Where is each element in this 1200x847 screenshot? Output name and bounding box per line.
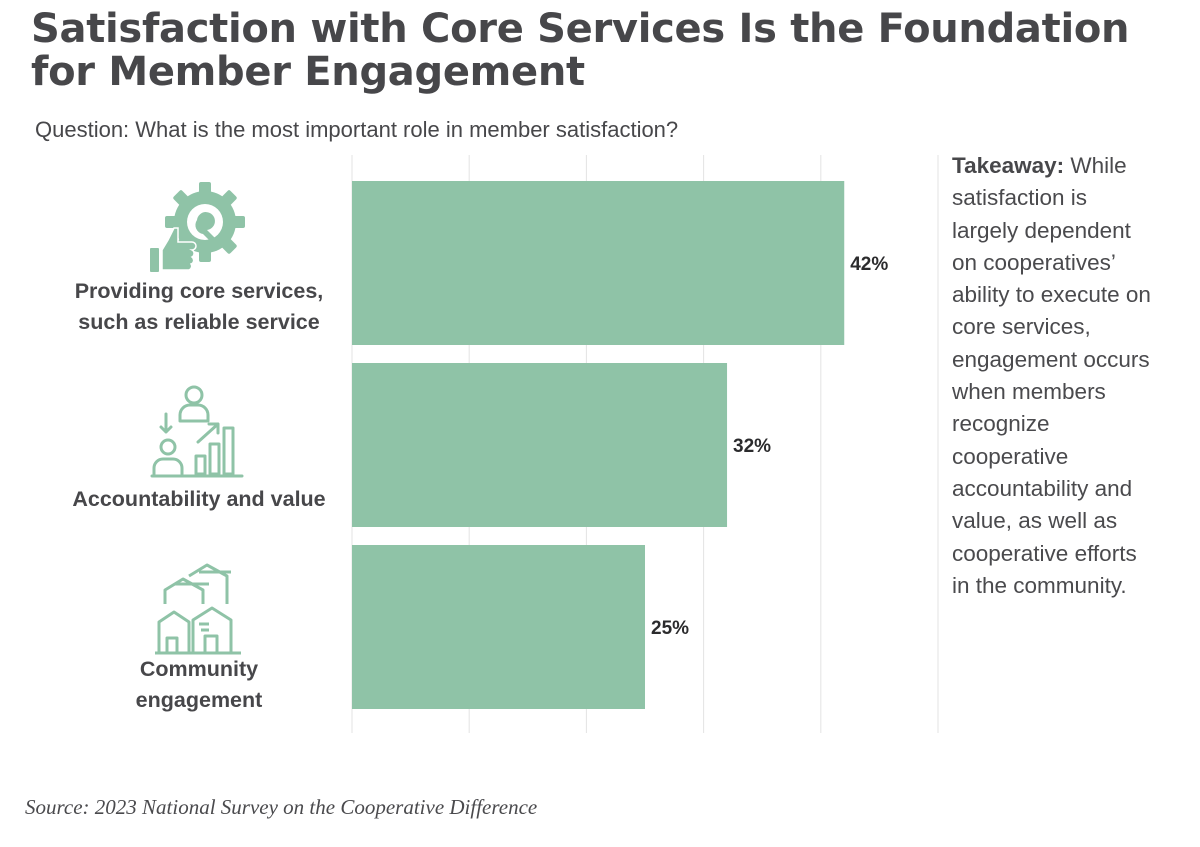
gear-thumbs-up-icon [150, 182, 245, 272]
houses-icon [155, 563, 241, 655]
bar [352, 363, 728, 527]
source-note: Source: 2023 National Survey on the Coop… [25, 795, 538, 819]
category-label-line: Community [139, 657, 259, 681]
bars [352, 181, 845, 709]
person-growth-chart-icon [150, 385, 244, 478]
chart-title: Satisfaction with Core Services Is the F… [31, 6, 1130, 95]
bar [352, 545, 645, 709]
data-label: 25% [651, 618, 689, 639]
takeaway-text: Takeaway: While satisfaction is largely … [952, 150, 1157, 602]
value-labels: 42% 32% 25% [651, 254, 888, 639]
category-label-line: Providing core services, [74, 279, 324, 303]
takeaway-body: While satisfaction is largely dependent … [952, 153, 1151, 598]
category-label-line: engagement [135, 688, 263, 712]
data-label: 42% [850, 254, 888, 275]
category-label-core-services: Providing core services, such as reliabl… [39, 276, 359, 338]
category-label-community: Community engagement [39, 654, 359, 716]
bar [352, 181, 845, 345]
takeaway-label: Takeaway: [952, 153, 1065, 178]
category-label-line: Accountability and value [72, 487, 326, 511]
data-label: 32% [733, 436, 771, 457]
category-label-line: such as reliable service [78, 310, 320, 334]
category-label-accountability: Accountability and value [39, 484, 359, 515]
chart-subtitle: Question: What is the most important rol… [35, 117, 679, 142]
